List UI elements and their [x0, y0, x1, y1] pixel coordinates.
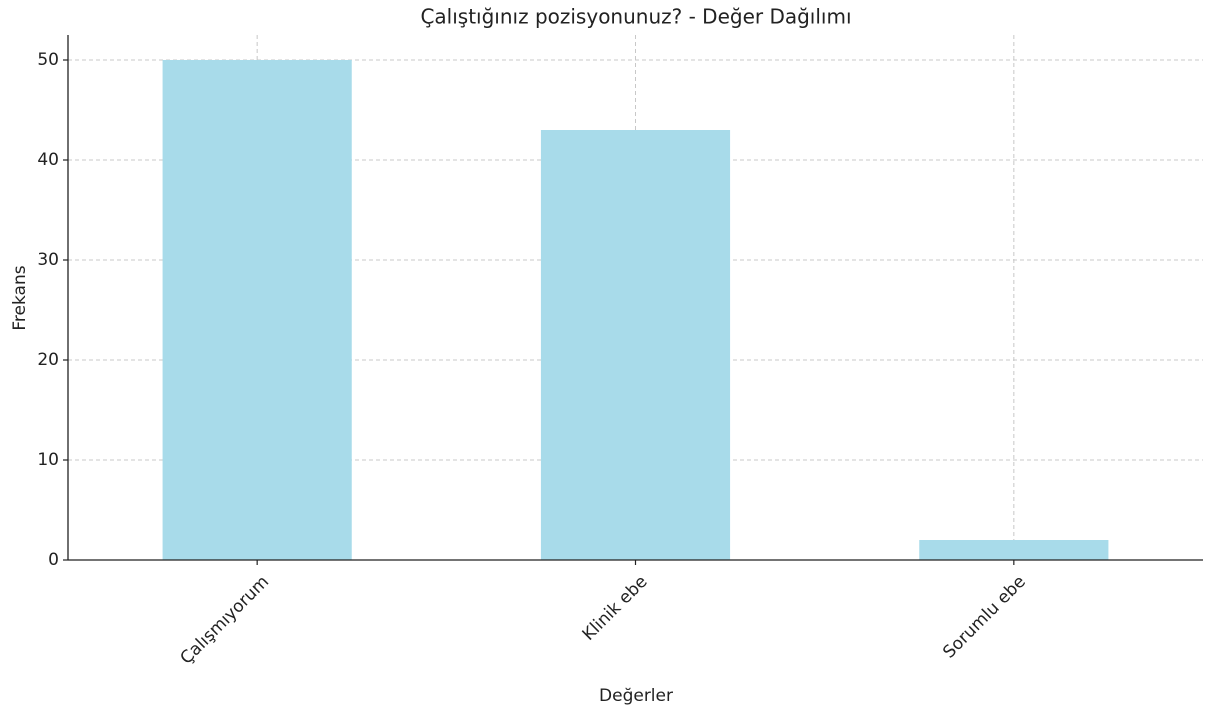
bar	[540, 130, 731, 560]
bar	[919, 540, 1109, 560]
y-tick-label: 40	[37, 150, 59, 170]
y-tick-label: 20	[37, 350, 59, 370]
x-tick-label: Klinik ebe	[579, 572, 652, 645]
y-tick-label: 50	[37, 50, 59, 70]
chart-title: Çalıştığınız pozisyonunuz? - Değer Dağıl…	[420, 5, 851, 29]
y-axis-label: Frekans	[10, 265, 30, 330]
y-tick-label: 30	[37, 250, 59, 270]
x-tick-label: Sorumlu ebe	[939, 572, 1030, 663]
x-axis-label: Değerler	[599, 686, 673, 706]
y-tick-label: 0	[48, 550, 59, 570]
y-tick-label: 10	[37, 450, 59, 470]
x-tick-label: Çalışmıyorum	[177, 572, 274, 669]
bar	[162, 60, 352, 560]
